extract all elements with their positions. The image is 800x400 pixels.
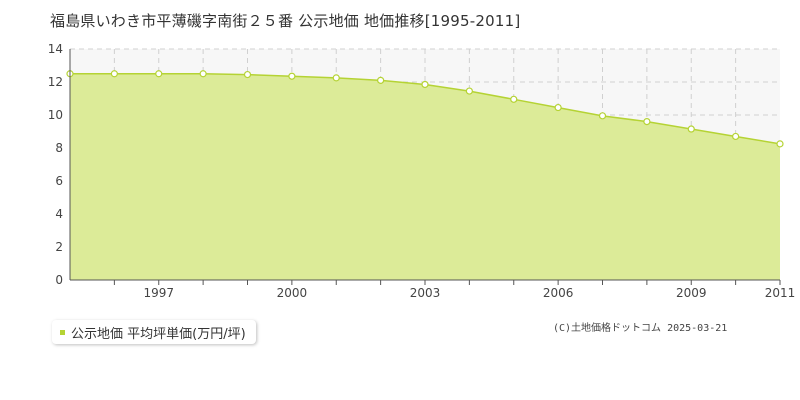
y-tick-label: 6 [55,174,63,188]
data-point-marker [554,103,562,112]
data-point-marker [643,117,651,126]
x-axis-labels: 1997 2000 2003 2006 2009 2011 [143,286,795,300]
legend-marker [60,329,65,335]
data-point-marker [288,72,296,80]
copyright-text: (C)土地価格ドットコム 2025-03-21 [553,323,728,334]
data-point-marker [155,70,163,78]
data-point-marker [377,76,385,84]
data-point-marker [332,74,340,82]
series-area [70,73,780,280]
x-tick-label: 2000 [277,286,308,300]
data-point-marker [199,70,207,78]
legend-label: 公示地価 平均坪単価(万円/坪) [71,326,246,342]
data-point-marker [465,87,473,95]
y-axis-labels: 0 2 4 6 8 10 12 14 [48,42,63,287]
x-tick-label: 1997 [143,286,174,300]
y-tick-label: 14 [48,42,63,56]
data-point-marker [510,95,518,103]
data-point-marker [421,80,429,89]
y-tick-label: 4 [55,207,63,221]
x-tick-label: 2003 [410,286,441,300]
x-tick-label: 2006 [543,286,574,300]
data-point-marker [687,125,695,133]
y-tick-label: 8 [55,141,63,155]
data-point-marker [732,132,740,141]
data-point-marker [598,112,607,120]
x-tick-label: 2009 [676,286,707,300]
y-tick-label: 0 [55,273,63,287]
y-tick-label: 10 [48,108,63,122]
y-tick-label: 12 [48,75,63,89]
data-point-marker [110,70,118,78]
data-point-marker [243,70,252,79]
data-point-marker [776,140,784,148]
x-tick-label: 2011 [765,286,796,300]
chart-title: 福島県いわき市平薄磯字南街２５番 公示地価 地価推移[1995-2011] [50,12,521,30]
y-tick-label: 2 [55,240,63,254]
legend: 公示地価 平均坪単価(万円/坪) [52,320,256,344]
x-axis-ticks [113,280,781,285]
